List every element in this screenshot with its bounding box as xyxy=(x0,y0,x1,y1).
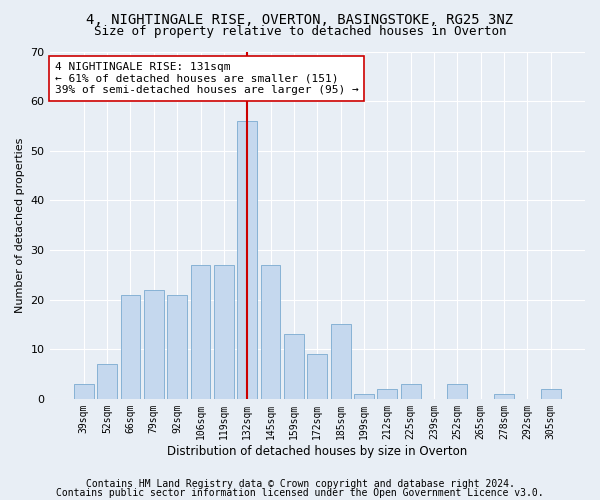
Bar xyxy=(354,394,374,399)
Text: Size of property relative to detached houses in Overton: Size of property relative to detached ho… xyxy=(94,25,506,38)
Bar xyxy=(97,364,117,399)
Bar xyxy=(260,265,280,399)
Bar xyxy=(74,384,94,399)
Bar xyxy=(238,121,257,399)
Text: Contains HM Land Registry data © Crown copyright and database right 2024.: Contains HM Land Registry data © Crown c… xyxy=(86,479,514,489)
Bar xyxy=(121,294,140,399)
Bar xyxy=(167,294,187,399)
Bar xyxy=(494,394,514,399)
Text: 4, NIGHTINGALE RISE, OVERTON, BASINGSTOKE, RG25 3NZ: 4, NIGHTINGALE RISE, OVERTON, BASINGSTOK… xyxy=(86,12,514,26)
Bar xyxy=(144,290,164,399)
Bar xyxy=(541,389,560,399)
Bar xyxy=(377,389,397,399)
Bar xyxy=(191,265,211,399)
Bar xyxy=(401,384,421,399)
Text: Contains public sector information licensed under the Open Government Licence v3: Contains public sector information licen… xyxy=(56,488,544,498)
Bar xyxy=(307,354,327,399)
Bar xyxy=(214,265,234,399)
Y-axis label: Number of detached properties: Number of detached properties xyxy=(15,138,25,313)
Bar xyxy=(448,384,467,399)
Text: 4 NIGHTINGALE RISE: 131sqm
← 61% of detached houses are smaller (151)
39% of sem: 4 NIGHTINGALE RISE: 131sqm ← 61% of deta… xyxy=(55,62,359,95)
Bar xyxy=(284,334,304,399)
Bar xyxy=(331,324,350,399)
X-axis label: Distribution of detached houses by size in Overton: Distribution of detached houses by size … xyxy=(167,444,467,458)
